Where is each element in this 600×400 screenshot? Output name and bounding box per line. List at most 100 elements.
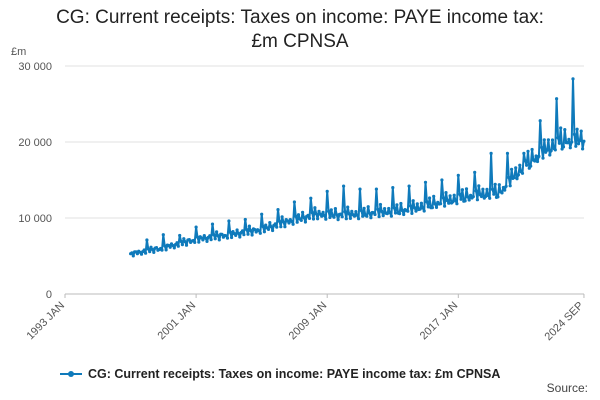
data-point[interactable] <box>399 201 403 206</box>
data-point[interactable] <box>257 229 261 233</box>
data-point[interactable] <box>452 193 456 197</box>
data-point[interactable] <box>142 248 146 252</box>
data-point[interactable] <box>316 217 320 221</box>
data-point[interactable] <box>510 167 514 171</box>
data-point[interactable] <box>514 166 518 170</box>
data-point[interactable] <box>325 189 329 193</box>
data-point[interactable] <box>176 244 180 248</box>
data-point[interactable] <box>581 147 585 151</box>
data-point[interactable] <box>164 248 168 252</box>
data-point[interactable] <box>425 200 429 204</box>
data-point[interactable] <box>262 230 266 234</box>
data-point[interactable] <box>354 210 358 214</box>
data-point[interactable] <box>327 209 331 213</box>
data-point[interactable] <box>264 223 268 227</box>
data-point[interactable] <box>366 205 370 209</box>
data-point[interactable] <box>290 219 294 223</box>
data-point[interactable] <box>444 191 448 195</box>
data-point[interactable] <box>281 220 286 224</box>
data-point[interactable] <box>369 216 373 220</box>
data-point[interactable] <box>553 148 557 152</box>
data-point[interactable] <box>224 234 228 238</box>
data-point[interactable] <box>428 196 432 200</box>
data-point[interactable] <box>504 184 508 188</box>
data-point[interactable] <box>533 159 537 163</box>
data-point[interactable] <box>168 245 172 249</box>
data-point[interactable] <box>518 163 522 167</box>
data-point[interactable] <box>287 221 291 225</box>
data-point[interactable] <box>144 251 148 255</box>
data-point[interactable] <box>230 235 234 240</box>
data-point[interactable] <box>324 217 328 221</box>
data-point[interactable] <box>149 245 153 249</box>
data-point[interactable] <box>227 219 231 223</box>
data-point[interactable] <box>309 196 313 200</box>
data-point[interactable] <box>445 199 449 203</box>
data-point[interactable] <box>486 194 490 198</box>
data-point[interactable] <box>474 189 478 193</box>
data-point[interactable] <box>408 204 413 208</box>
data-point[interactable] <box>152 250 156 254</box>
data-point[interactable] <box>481 187 485 191</box>
data-point[interactable] <box>434 205 439 209</box>
data-point[interactable] <box>175 241 179 245</box>
data-point[interactable] <box>179 239 183 243</box>
data-point[interactable] <box>378 202 383 207</box>
data-point[interactable] <box>398 212 402 216</box>
data-point[interactable] <box>557 141 562 145</box>
data-point[interactable] <box>357 217 361 221</box>
data-point[interactable] <box>197 240 201 244</box>
legend[interactable]: CG: Current receipts: Taxes on income: P… <box>60 366 500 382</box>
data-point[interactable] <box>520 171 525 175</box>
data-point[interactable] <box>320 214 324 218</box>
data-point[interactable] <box>148 250 152 254</box>
data-point[interactable] <box>269 225 273 229</box>
data-point[interactable] <box>209 238 213 242</box>
data-point[interactable] <box>460 188 464 192</box>
data-point[interactable] <box>178 233 182 238</box>
data-point[interactable] <box>440 178 444 182</box>
data-point[interactable] <box>355 213 359 217</box>
data-point[interactable] <box>184 243 189 247</box>
data-point[interactable] <box>400 208 404 213</box>
data-point[interactable] <box>361 214 365 218</box>
data-point[interactable] <box>380 209 384 213</box>
data-point[interactable] <box>508 184 512 188</box>
data-point[interactable] <box>322 214 327 218</box>
data-point[interactable] <box>385 212 389 216</box>
data-point[interactable] <box>299 218 303 222</box>
data-point[interactable] <box>582 139 586 143</box>
data-point[interactable] <box>579 129 583 133</box>
data-point[interactable] <box>433 202 437 206</box>
data-point[interactable] <box>344 217 348 221</box>
data-point[interactable] <box>307 216 312 220</box>
data-point[interactable] <box>212 233 216 237</box>
data-point[interactable] <box>455 202 459 206</box>
data-point[interactable] <box>340 215 344 219</box>
data-point[interactable] <box>381 214 385 218</box>
data-point[interactable] <box>273 222 277 226</box>
data-point[interactable] <box>422 209 426 213</box>
data-point[interactable] <box>402 212 406 217</box>
data-point[interactable] <box>540 145 544 149</box>
data-point[interactable] <box>575 127 579 131</box>
data-point[interactable] <box>350 209 354 213</box>
data-point[interactable] <box>247 224 251 228</box>
data-point[interactable] <box>266 227 271 231</box>
data-point[interactable] <box>447 201 451 205</box>
data-point[interactable] <box>280 215 284 219</box>
data-point[interactable] <box>516 173 521 177</box>
data-point[interactable] <box>407 184 411 188</box>
data-point[interactable] <box>411 199 415 203</box>
data-point[interactable] <box>225 236 230 240</box>
data-point[interactable] <box>550 138 555 142</box>
data-point[interactable] <box>561 145 566 149</box>
data-point[interactable] <box>365 214 369 218</box>
data-point[interactable] <box>348 216 352 220</box>
data-point[interactable] <box>556 136 560 140</box>
data-point[interactable] <box>245 227 249 232</box>
data-point[interactable] <box>240 229 245 233</box>
data-point[interactable] <box>292 200 296 204</box>
data-point[interactable] <box>567 137 571 141</box>
data-point[interactable] <box>576 142 581 146</box>
